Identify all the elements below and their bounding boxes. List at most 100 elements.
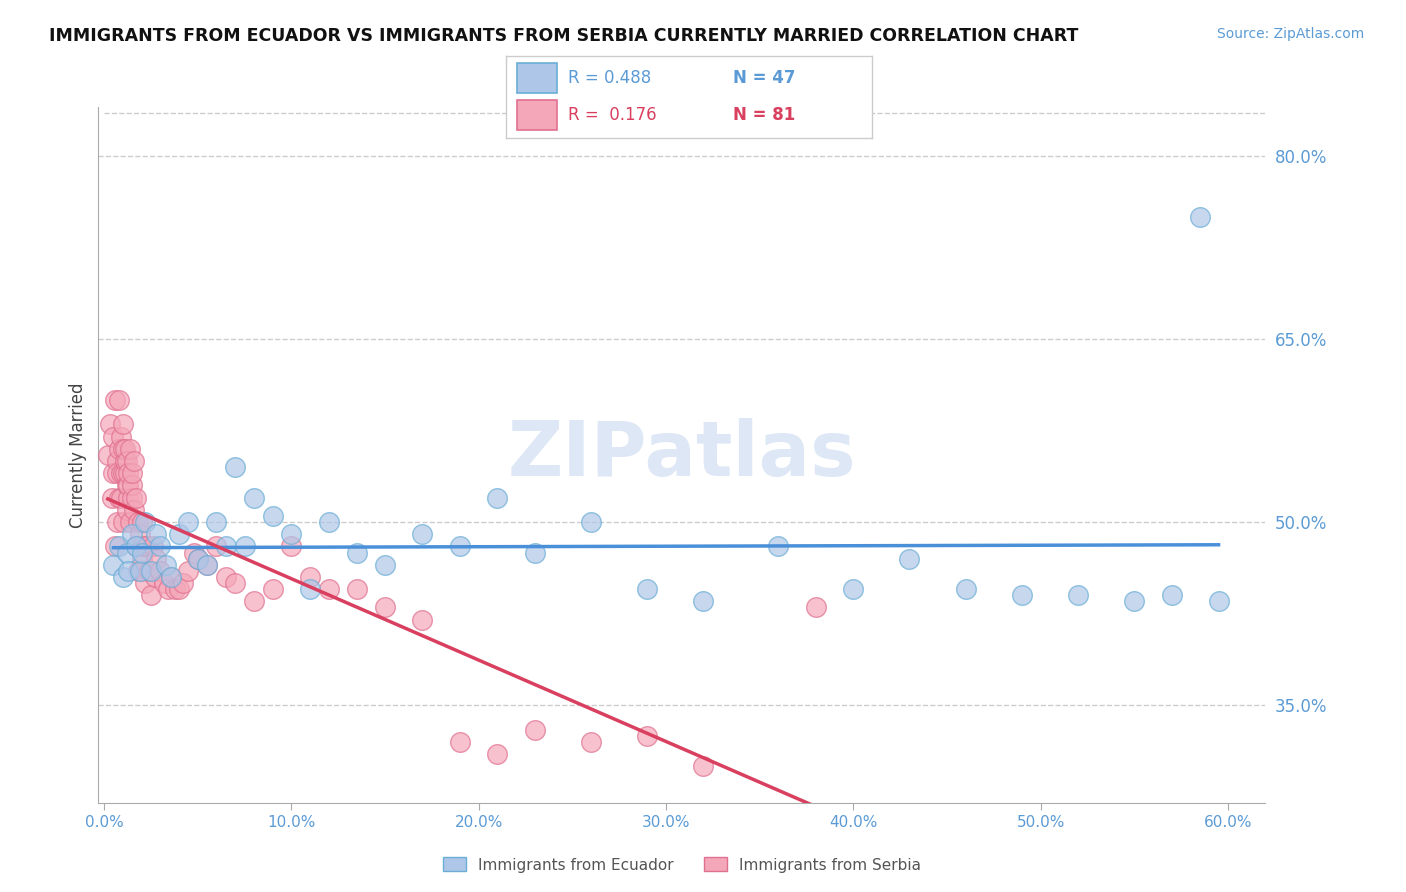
Legend: Immigrants from Ecuador, Immigrants from Serbia: Immigrants from Ecuador, Immigrants from…	[437, 851, 927, 879]
Point	[449, 540, 471, 554]
Point	[165, 582, 187, 597]
Point	[1188, 210, 1211, 224]
Point	[145, 527, 167, 541]
Point	[105, 454, 128, 468]
Point	[115, 454, 138, 468]
Point	[579, 735, 602, 749]
Point	[110, 429, 132, 443]
Point	[104, 392, 127, 407]
Point	[299, 570, 322, 584]
Point	[111, 417, 134, 432]
Point	[523, 545, 546, 559]
Text: Source: ZipAtlas.com: Source: ZipAtlas.com	[1216, 27, 1364, 41]
Point	[132, 540, 155, 554]
Point	[121, 491, 143, 505]
Point	[117, 467, 139, 481]
Point	[898, 551, 921, 566]
Point	[149, 540, 172, 554]
Point	[136, 540, 159, 554]
Point	[177, 515, 200, 529]
Point	[108, 392, 131, 407]
FancyBboxPatch shape	[517, 62, 557, 93]
Text: N = 81: N = 81	[733, 106, 794, 124]
Point	[262, 508, 284, 523]
Point	[121, 478, 143, 492]
Point	[318, 515, 340, 529]
Point	[103, 429, 125, 443]
Point	[122, 503, 145, 517]
Point	[205, 540, 228, 554]
Point	[103, 558, 125, 572]
Point	[139, 588, 162, 602]
Point	[177, 564, 200, 578]
Point	[125, 540, 148, 554]
Point	[153, 576, 176, 591]
Point	[111, 515, 134, 529]
Point	[486, 491, 509, 505]
Point	[195, 558, 218, 572]
Point	[120, 442, 142, 456]
Point	[692, 594, 714, 608]
Point	[128, 527, 150, 541]
Point	[374, 600, 396, 615]
Point	[636, 729, 658, 743]
Point	[117, 564, 139, 578]
Point	[243, 491, 266, 505]
Point	[97, 448, 120, 462]
Point	[215, 570, 238, 584]
Point	[131, 545, 153, 559]
Point	[1067, 588, 1090, 602]
Point	[121, 527, 143, 541]
Point	[187, 551, 209, 566]
Point	[411, 527, 433, 541]
Point	[167, 527, 190, 541]
Point	[121, 467, 143, 481]
Point	[224, 576, 246, 591]
Text: R = 0.488: R = 0.488	[568, 70, 651, 87]
Point	[523, 723, 546, 737]
Point	[142, 540, 165, 554]
Point	[115, 478, 138, 492]
Point	[1123, 594, 1146, 608]
Point	[692, 759, 714, 773]
Text: IMMIGRANTS FROM ECUADOR VS IMMIGRANTS FROM SERBIA CURRENTLY MARRIED CORRELATION : IMMIGRANTS FROM ECUADOR VS IMMIGRANTS FR…	[49, 27, 1078, 45]
Point	[115, 503, 138, 517]
Point	[149, 564, 172, 578]
Point	[117, 491, 139, 505]
Point	[143, 570, 166, 584]
Point	[125, 540, 148, 554]
Point	[115, 545, 138, 559]
Point	[636, 582, 658, 597]
Point	[134, 515, 156, 529]
Point	[160, 570, 183, 584]
Point	[172, 576, 194, 591]
Point	[108, 540, 131, 554]
Point	[114, 454, 136, 468]
Point	[114, 467, 136, 481]
Point	[110, 467, 132, 481]
Point	[804, 600, 827, 615]
Point	[374, 558, 396, 572]
Point	[114, 442, 136, 456]
Point	[104, 540, 127, 554]
Point	[346, 582, 368, 597]
Point	[280, 540, 302, 554]
Point	[117, 478, 139, 492]
Point	[105, 515, 128, 529]
Point	[108, 442, 131, 456]
Point	[160, 570, 183, 584]
Point	[262, 582, 284, 597]
Point	[243, 594, 266, 608]
Point	[138, 564, 160, 578]
Point	[110, 491, 132, 505]
Point	[215, 540, 238, 554]
Point	[183, 545, 205, 559]
Point	[127, 564, 149, 578]
Point	[103, 467, 125, 481]
Point	[842, 582, 865, 597]
Point	[195, 558, 218, 572]
Point	[105, 467, 128, 481]
Point	[1208, 594, 1230, 608]
Point	[120, 515, 142, 529]
Point	[111, 570, 134, 584]
